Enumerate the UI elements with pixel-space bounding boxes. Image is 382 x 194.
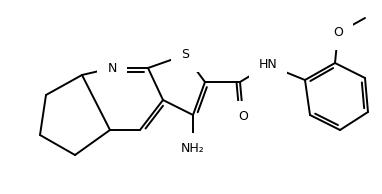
Text: S: S: [181, 48, 189, 61]
Text: NH₂: NH₂: [181, 143, 205, 156]
Text: HN: HN: [259, 59, 277, 72]
Text: O: O: [333, 27, 343, 40]
Text: O: O: [238, 111, 248, 124]
Text: N: N: [107, 61, 117, 74]
